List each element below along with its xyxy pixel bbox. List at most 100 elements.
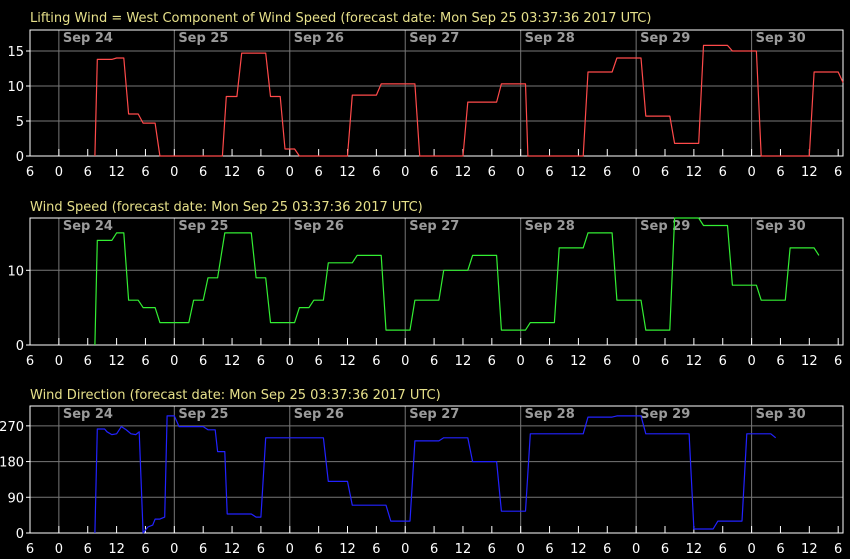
x-tick-label: 12	[801, 354, 818, 369]
x-tick-label: 12	[224, 354, 241, 369]
chart-title: Wind Speed (forecast date: Mon Sep 25 03…	[30, 200, 423, 215]
x-tick-label: 0	[170, 542, 178, 557]
x-tick-label: 12	[339, 354, 356, 369]
x-tick-label: 6	[776, 542, 784, 557]
x-tick-label: 6	[488, 165, 496, 180]
data-series-line	[94, 217, 820, 346]
x-tick-label: 12	[801, 165, 818, 180]
x-tick-label: 12	[455, 354, 472, 369]
x-tick-label: 12	[339, 165, 356, 180]
day-label: Sep 28	[525, 219, 575, 234]
y-tick-label: 5	[16, 115, 24, 130]
day-label: Sep 28	[525, 31, 575, 46]
x-tick-label: 6	[430, 354, 438, 369]
x-tick-label: 12	[108, 354, 125, 369]
x-tick-label: 6	[603, 165, 611, 180]
x-tick-label: 6	[372, 354, 380, 369]
x-tick-label: 6	[372, 165, 380, 180]
x-tick-label: 6	[257, 165, 265, 180]
x-tick-label: 12	[686, 354, 703, 369]
day-label: Sep 30	[756, 219, 806, 234]
x-tick-label: 12	[570, 165, 587, 180]
plot-frame	[29, 217, 844, 346]
x-tick-label: 0	[55, 354, 63, 369]
x-tick-label: 0	[632, 165, 640, 180]
x-tick-label: 0	[747, 354, 755, 369]
x-tick-label: 6	[314, 165, 322, 180]
y-tick-label: 0	[16, 339, 24, 354]
day-label: Sep 30	[756, 407, 806, 422]
day-label: Sep 26	[294, 31, 344, 46]
x-tick-label: 6	[776, 165, 784, 180]
x-tick-label: 6	[84, 165, 92, 180]
x-tick-label: 6	[603, 542, 611, 557]
x-tick-label: 12	[224, 542, 241, 557]
x-tick-label: 6	[545, 354, 553, 369]
x-tick-label: 0	[517, 542, 525, 557]
day-label: Sep 26	[294, 407, 344, 422]
y-tick-label: 10	[7, 80, 24, 95]
x-tick-label: 6	[372, 542, 380, 557]
x-tick-label: 12	[339, 542, 356, 557]
x-tick-label: 12	[686, 542, 703, 557]
x-tick-label: 6	[257, 542, 265, 557]
day-label: Sep 24	[63, 31, 113, 46]
y-tick-label: 90	[7, 491, 24, 506]
x-tick-label: 6	[257, 354, 265, 369]
chart-title: Lifting Wind = West Component of Wind Sp…	[30, 11, 651, 26]
x-tick-label: 6	[314, 542, 322, 557]
x-tick-label: 0	[401, 165, 409, 180]
y-tick-label: 0	[16, 150, 24, 165]
day-label: Sep 29	[640, 407, 690, 422]
y-tick-label: 15	[7, 45, 24, 60]
x-tick-label: 0	[747, 165, 755, 180]
x-tick-label: 6	[26, 354, 34, 369]
x-tick-label: 6	[545, 542, 553, 557]
x-tick-label: 6	[719, 542, 727, 557]
x-tick-label: 6	[719, 354, 727, 369]
y-tick-label: 270	[0, 420, 24, 435]
x-tick-label: 0	[401, 354, 409, 369]
x-tick-label: 0	[170, 354, 178, 369]
x-tick-label: 6	[661, 165, 669, 180]
x-tick-label: 12	[686, 165, 703, 180]
x-tick-label: 0	[55, 165, 63, 180]
y-tick-label: 10	[7, 264, 24, 279]
x-tick-label: 0	[170, 165, 178, 180]
x-tick-label: 6	[199, 542, 207, 557]
x-tick-label: 0	[517, 165, 525, 180]
day-label: Sep 24	[63, 219, 113, 234]
x-tick-label: 6	[199, 165, 207, 180]
x-tick-label: 6	[430, 542, 438, 557]
x-tick-label: 6	[661, 542, 669, 557]
data-series-line	[94, 44, 844, 157]
x-tick-label: 6	[199, 354, 207, 369]
plot-frame	[29, 405, 844, 534]
x-tick-label: 0	[286, 542, 294, 557]
x-tick-label: 6	[776, 354, 784, 369]
x-tick-label: 12	[108, 542, 125, 557]
x-tick-label: 12	[801, 542, 818, 557]
chart-title: Wind Direction (forecast date: Mon Sep 2…	[30, 388, 441, 403]
x-tick-label: 0	[55, 542, 63, 557]
day-label: Sep 30	[756, 31, 806, 46]
y-tick-label: 180	[0, 456, 24, 471]
day-label: Sep 28	[525, 407, 575, 422]
x-tick-label: 6	[84, 542, 92, 557]
x-tick-label: 6	[314, 354, 322, 369]
day-label: Sep 25	[178, 219, 228, 234]
x-tick-label: 6	[603, 354, 611, 369]
day-label: Sep 27	[409, 407, 459, 422]
x-tick-label: 6	[834, 542, 842, 557]
x-tick-label: 6	[545, 165, 553, 180]
x-tick-label: 12	[108, 165, 125, 180]
x-tick-label: 12	[570, 542, 587, 557]
data-series-line	[94, 415, 777, 534]
x-tick-label: 6	[488, 542, 496, 557]
x-tick-label: 0	[401, 542, 409, 557]
x-tick-label: 0	[517, 354, 525, 369]
x-tick-label: 0	[632, 542, 640, 557]
day-label: Sep 25	[178, 31, 228, 46]
x-tick-label: 6	[488, 354, 496, 369]
x-tick-label: 6	[719, 165, 727, 180]
